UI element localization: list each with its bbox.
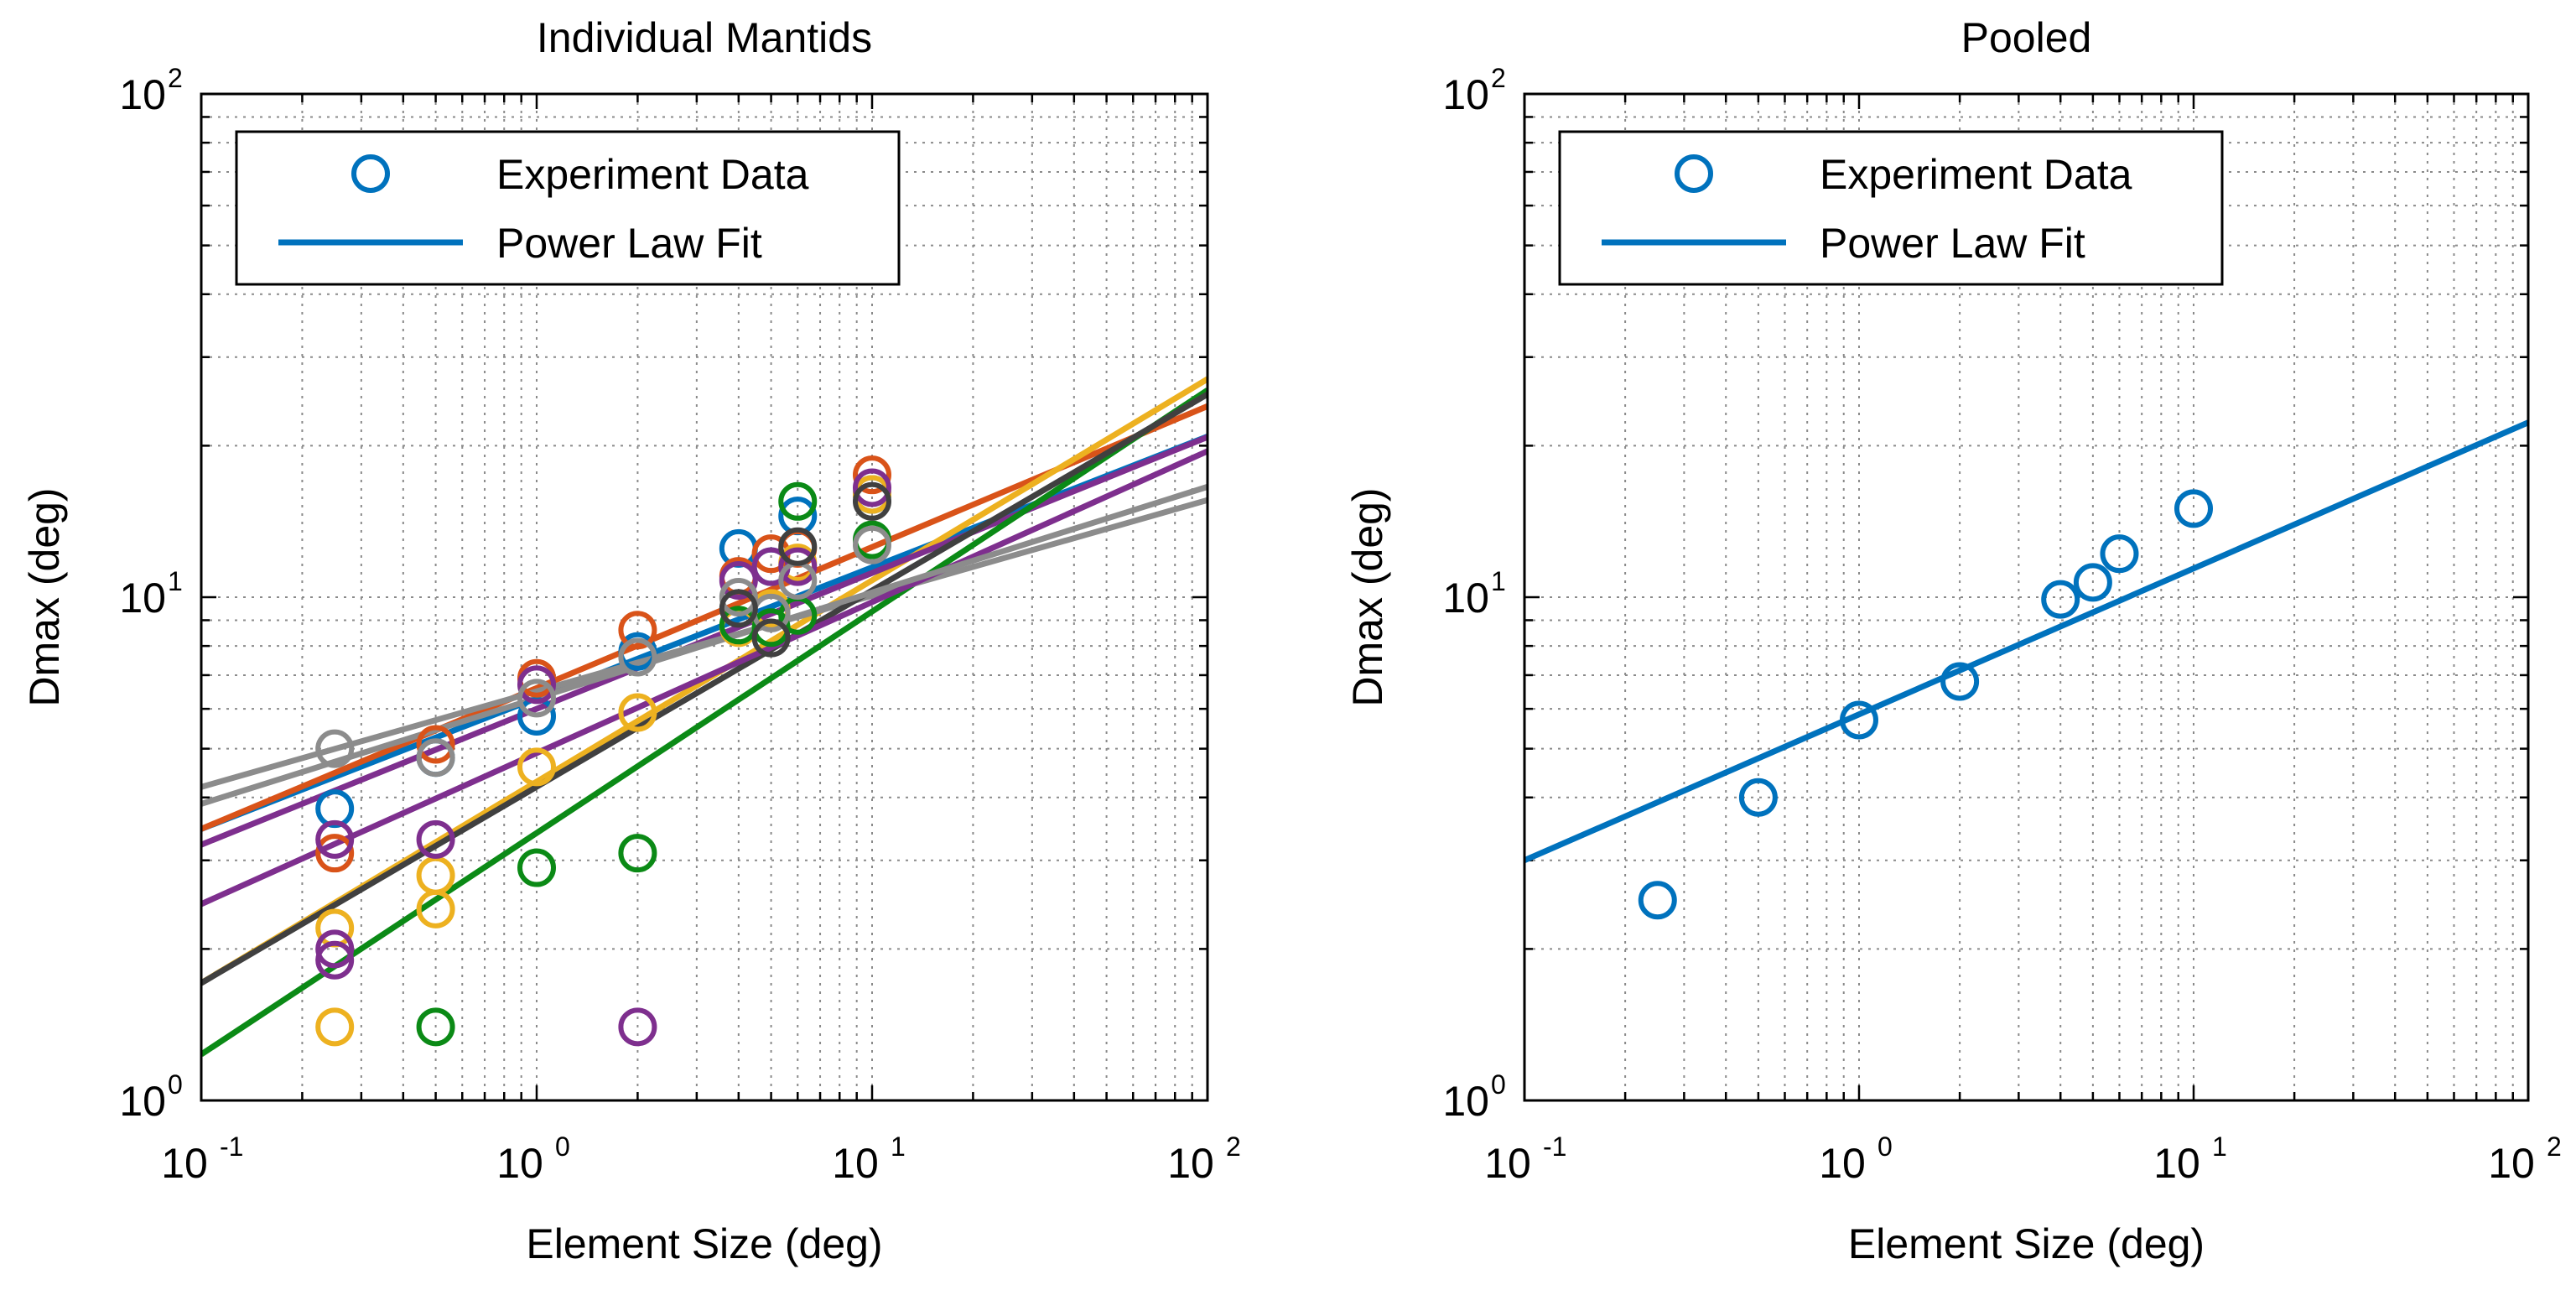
chart1-xtick-label: 10: [2153, 1140, 2200, 1187]
chart0-point-mantid-purple: [315, 929, 355, 969]
chart0-point-mantid-purple: [618, 1007, 657, 1047]
chart0-point-mantid-darkgray: [853, 481, 891, 521]
chart1-point-pooled: [1840, 700, 1878, 740]
chart0-point-mantid-green: [517, 848, 556, 887]
chart0-point-mantid-purple: [853, 468, 891, 507]
chart1-ytick-label: 10: [1442, 1078, 1489, 1125]
chart1-point-pooled: [1638, 881, 1677, 920]
chart1-legend: Experiment Data Power Law Fit: [1558, 130, 2224, 286]
chart0-ytick-label: 10: [119, 71, 166, 118]
chart0-point-mantid-purple: [719, 560, 758, 600]
chart0-point-mantid-gray: [853, 525, 891, 564]
chart0-xtick-exponent: -1: [220, 1131, 243, 1162]
chart1-xtick-label: 10: [1484, 1140, 1531, 1187]
chart0-point-mantid-purple: [315, 940, 355, 980]
chart0-xtick-exponent: 1: [891, 1131, 906, 1162]
chart0-point-mantid-orange: [618, 611, 657, 650]
chart0-legend-circle-icon: [351, 154, 390, 193]
chart0-ticks: [200, 92, 1209, 1102]
chart1-data: [1524, 419, 2528, 920]
chart0-xtick-label: 10: [161, 1140, 208, 1187]
chart0-legend-label: Experiment Data: [496, 151, 809, 198]
chart1-title: Pooled: [1961, 14, 2092, 61]
chart0-ytick-exponent: 2: [168, 63, 183, 93]
chart0-legend-box: [235, 130, 901, 286]
chart0-point-mantid-yellow: [517, 747, 556, 787]
chart0-xtick-exponent: 0: [555, 1131, 570, 1162]
chart0-point-mantid-purple: [778, 547, 818, 586]
chart0-xlabel: Element Size (deg): [526, 1220, 882, 1267]
chart1-xtick-exponent: 1: [2212, 1131, 2227, 1162]
chart0-point-mantid-gray: [315, 729, 355, 768]
chart0-point-mantid-orange: [315, 834, 355, 873]
chart0-xtick-exponent: 2: [1226, 1131, 1241, 1162]
chart1-xtick-exponent: 0: [1877, 1131, 1893, 1162]
chart0-xtick-label: 10: [496, 1140, 543, 1187]
chart1-xtick-label: 10: [1819, 1140, 1866, 1187]
chart1-ylabel: Dmax (deg): [1344, 487, 1391, 706]
chart0-data: [201, 376, 1208, 1058]
chart0-point-mantid-green: [416, 1007, 455, 1047]
chart1-legend-label: Experiment Data: [1820, 151, 2132, 198]
chart0-title: Individual Mantids: [537, 14, 872, 61]
chart0-point-mantid-darkgray: [778, 527, 818, 566]
chart0-point-mantid-purple: [315, 819, 355, 859]
chart0-point-mantid-gray: [719, 578, 758, 616]
chart0-ylabel: Dmax (deg): [21, 487, 68, 706]
chart1-point-pooled: [2100, 534, 2139, 574]
chart1-xtick-exponent: 2: [2547, 1131, 2562, 1162]
chart1-legend-label: Power Law Fit: [1820, 220, 2085, 267]
chart1-axes-box: [1523, 92, 2530, 1102]
chart1-point-pooled: [2041, 580, 2080, 619]
chart0-point-mantid-orange: [416, 725, 455, 764]
chart0-point-mantid-purple: [517, 665, 556, 705]
chart1-fit-line-pooled: [1524, 419, 2528, 863]
chart1-ytick-exponent: 0: [1491, 1069, 1506, 1100]
chart1-ytick-exponent: 1: [1491, 566, 1506, 596]
chart0-legend-label: Power Law Fit: [496, 220, 762, 267]
chart0-ytick-label: 10: [119, 575, 166, 622]
chart0-point-mantid-green: [778, 481, 818, 521]
chart1-legend-box: [1558, 130, 2224, 286]
chart0-fit-line-fit-only-gray-2: [201, 484, 1208, 807]
chart0-fit-line-mantid-green: [201, 388, 1208, 1058]
chart1-ytick-label: 10: [1442, 575, 1489, 622]
chart1-legend-circle-icon: [1675, 154, 1713, 193]
chart0-xtick-label: 10: [832, 1140, 879, 1187]
chart0-fit-line-mantid-darkgray: [201, 392, 1208, 986]
chart0-axes-box: [200, 92, 1209, 1102]
chart0-ytick-exponent: 0: [168, 1069, 183, 1100]
chart1-xtick-exponent: -1: [1543, 1131, 1566, 1162]
chart0-point-mantid-darkgray: [719, 589, 758, 628]
chart0-point-mantid-gray: [416, 738, 455, 778]
chart0-point-mantid-darkgray: [751, 618, 791, 658]
chart0-legend: Experiment Data Power Law Fit: [235, 130, 901, 286]
chart0-point-mantid-green: [618, 834, 657, 873]
chart0-fit-line-fit-only-purple-2: [201, 448, 1208, 908]
chart1-point-pooled: [1940, 662, 1980, 701]
chart0-point-mantid-gray: [517, 679, 556, 718]
chart0-point-mantid-orange: [853, 455, 891, 495]
chart1-ytick-exponent: 2: [1491, 63, 1506, 93]
chart0-ytick-exponent: 1: [168, 566, 183, 596]
chart1-point-pooled: [2073, 563, 2112, 602]
chart0-xtick-label: 10: [1167, 1140, 1214, 1187]
chart1-point-pooled: [1738, 778, 1778, 817]
chart0-point-mantid-blue: [315, 789, 355, 829]
chart0-point-mantid-gray: [618, 637, 657, 677]
chart0-point-mantid-purple: [416, 819, 455, 859]
chart0-point-mantid-yellow: [315, 1007, 355, 1047]
chart1-ytick-label: 10: [1442, 71, 1489, 118]
chart1-xtick-label: 10: [2488, 1140, 2535, 1187]
chart0-ytick-label: 10: [119, 1078, 166, 1125]
chart1-point-pooled: [2174, 489, 2213, 528]
chart1-xlabel: Element Size (deg): [1848, 1220, 2205, 1267]
chart0-point-mantid-yellow: [618, 693, 657, 732]
